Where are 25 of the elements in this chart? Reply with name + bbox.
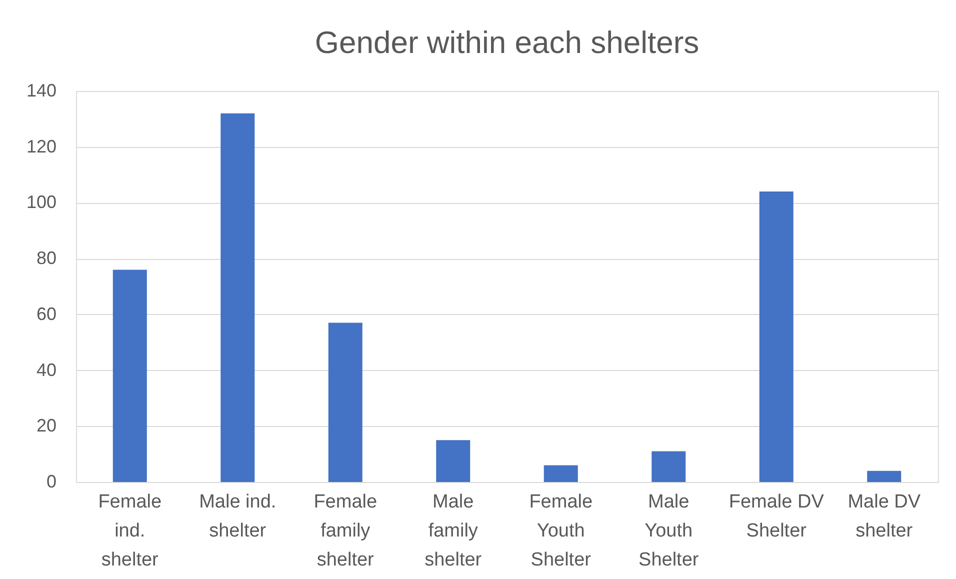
bar — [112, 270, 147, 482]
y-tick-label: 60 — [36, 304, 56, 324]
y-tick-label: 80 — [36, 248, 56, 268]
chart-title: Gender within each shelters — [314, 25, 700, 60]
y-tick-label: 140 — [26, 80, 56, 100]
y-tick-label: 100 — [26, 192, 56, 212]
x-tick-label: Female family shelter — [314, 492, 378, 570]
bar — [328, 322, 362, 482]
x-tick-label: Male ind. shelter — [199, 492, 276, 542]
x-tick-label: Female Youth Shelter — [529, 492, 593, 570]
x-tick-label: Male Youth Shelter — [638, 492, 700, 570]
x-tick-label: Female DV Shelter — [728, 492, 824, 542]
y-tick-label: 120 — [26, 136, 56, 156]
bar — [544, 465, 578, 482]
bar — [759, 192, 794, 482]
x-tick-label: Male family shelter — [424, 492, 482, 570]
y-tick-label: 40 — [36, 360, 56, 380]
y-tick-label: 20 — [36, 416, 56, 436]
bar — [436, 440, 470, 482]
x-tick-label: Female ind. shelter — [98, 492, 162, 570]
bar — [652, 451, 686, 482]
bar — [220, 113, 255, 482]
y-tick-label: 0 — [46, 472, 56, 492]
bar — [867, 470, 902, 482]
x-tick-label: Male DV shelter — [848, 492, 921, 542]
